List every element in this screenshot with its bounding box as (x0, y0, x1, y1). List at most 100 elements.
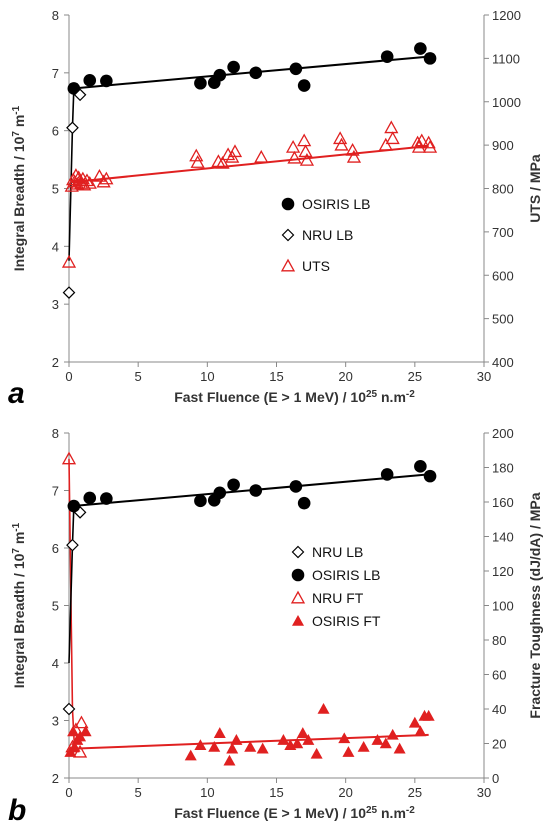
data-point (208, 740, 221, 752)
legend-marker (291, 568, 305, 582)
data-point (345, 142, 360, 156)
y-right-tick-label: 20 (492, 737, 506, 752)
data-point (227, 144, 243, 158)
data-point (184, 749, 197, 761)
data-point (194, 76, 207, 90)
data-point (226, 742, 239, 754)
y-right-tick-label: 180 (492, 461, 514, 476)
data-point (310, 747, 323, 759)
data-point (297, 133, 312, 147)
data-point (213, 68, 227, 82)
data-point (83, 491, 97, 505)
data-point (414, 133, 429, 147)
x-tick-label: 10 (200, 785, 214, 800)
y-left-axis-title: Integral Breadth / 107 m-1 (11, 522, 28, 688)
y-right-tick-label: 140 (492, 530, 514, 545)
data-point (299, 152, 315, 166)
legend-marker (291, 545, 305, 559)
y-right-tick-label: 80 (492, 633, 506, 648)
legend-label: OSIRIS LB (302, 196, 370, 212)
y-left-tick-label: 7 (52, 66, 59, 81)
y-right-tick-label: 1100 (492, 51, 520, 66)
x-tick-label: 5 (135, 785, 142, 800)
series-uts (61, 120, 438, 268)
y-right-tick-label: 60 (492, 668, 506, 683)
data-point (227, 478, 240, 492)
data-point (380, 50, 394, 63)
data-point (393, 742, 406, 754)
panel-letter: b (8, 794, 26, 827)
y-right-tick-label: 0 (492, 771, 499, 786)
y-left-tick-label: 4 (52, 239, 59, 254)
legend-marker (280, 258, 296, 272)
y-right-tick-label: 400 (492, 355, 514, 370)
y-left-tick-label: 2 (52, 771, 59, 786)
y-right-tick-label: 1200 (492, 8, 521, 23)
data-point (285, 139, 301, 153)
data-point (296, 727, 309, 738)
y-right-tick-label: 800 (492, 182, 514, 197)
data-point (75, 171, 90, 185)
data-point (92, 169, 107, 182)
data-point (379, 737, 392, 749)
legend: NRU LB OSIRIS LB NRU FT OSIRIS FT (290, 544, 381, 629)
series-line-ft-fit (74, 733, 429, 750)
legend-marker (281, 197, 295, 211)
data-point (289, 480, 303, 493)
data-point (414, 460, 427, 473)
data-point (100, 492, 113, 505)
chart-panel-a: 0 5 10 15 20 25 30 2 3 4 5 6 7 8 400 500 600 700 800 900 100… (8, 8, 543, 410)
series-osiris-lb (67, 42, 437, 95)
data-point (289, 62, 303, 76)
data-point (100, 74, 113, 88)
panel-letter: a (8, 377, 25, 410)
data-point (73, 88, 87, 102)
x-tick-label: 25 (408, 785, 422, 800)
legend-marker (281, 228, 295, 242)
data-point (410, 135, 425, 149)
data-point (338, 732, 351, 744)
y-left-tick-label: 8 (52, 8, 59, 23)
y-left-tick-label: 5 (52, 182, 59, 197)
y-left-tick-label: 3 (52, 297, 59, 312)
y-left-tick-label: 7 (52, 484, 59, 499)
y-left-tick-label: 8 (52, 426, 59, 441)
y-left-tick-label: 6 (52, 124, 59, 139)
data-point (357, 740, 370, 752)
data-point (67, 499, 81, 513)
data-point (194, 739, 207, 751)
series-osiris-lb (67, 460, 437, 513)
data-point (99, 171, 114, 185)
y-left-axis-title: Integral Breadth / 107 m-1 (11, 105, 28, 271)
data-point (371, 734, 384, 745)
y-left-tick-label: 2 (52, 355, 59, 370)
data-point (297, 496, 311, 510)
data-point (342, 746, 355, 757)
x-tick-label: 20 (338, 785, 352, 800)
y-right-tick-label: 600 (492, 268, 514, 283)
y-right-tick-label: 160 (492, 495, 514, 510)
y-right-tick-label: 100 (492, 599, 514, 614)
y-right-axis-title: Fracture Toughness (dJ/dA) / MPa (527, 492, 543, 718)
data-point (334, 137, 349, 151)
legend-label: NRU LB (312, 544, 363, 560)
series-osiris-ft (64, 703, 435, 766)
data-point (423, 469, 437, 483)
x-axis-title: Fast Fluence (E > 1 MeV) / 1025 n.m-2 (174, 389, 415, 406)
y-left-tick-label: 4 (52, 656, 59, 671)
data-point (421, 135, 436, 149)
data-point (227, 60, 240, 74)
data-point (244, 740, 257, 752)
x-tick-label: 10 (200, 369, 214, 384)
y-right-tick-label: 200 (492, 426, 514, 441)
data-point (213, 486, 227, 500)
data-point (223, 754, 236, 766)
legend-label: UTS (302, 258, 330, 274)
data-point (277, 734, 290, 745)
data-point (66, 121, 79, 135)
x-axis-title: Fast Fluence (E > 1 MeV) / 1025 n.m-2 (174, 805, 415, 822)
series-line-uts-fit (73, 144, 429, 183)
y-right-tick-label: 700 (492, 225, 514, 240)
x-tick-label: 15 (269, 369, 283, 384)
y-right-axis-title: UTS / MPa (527, 154, 543, 223)
